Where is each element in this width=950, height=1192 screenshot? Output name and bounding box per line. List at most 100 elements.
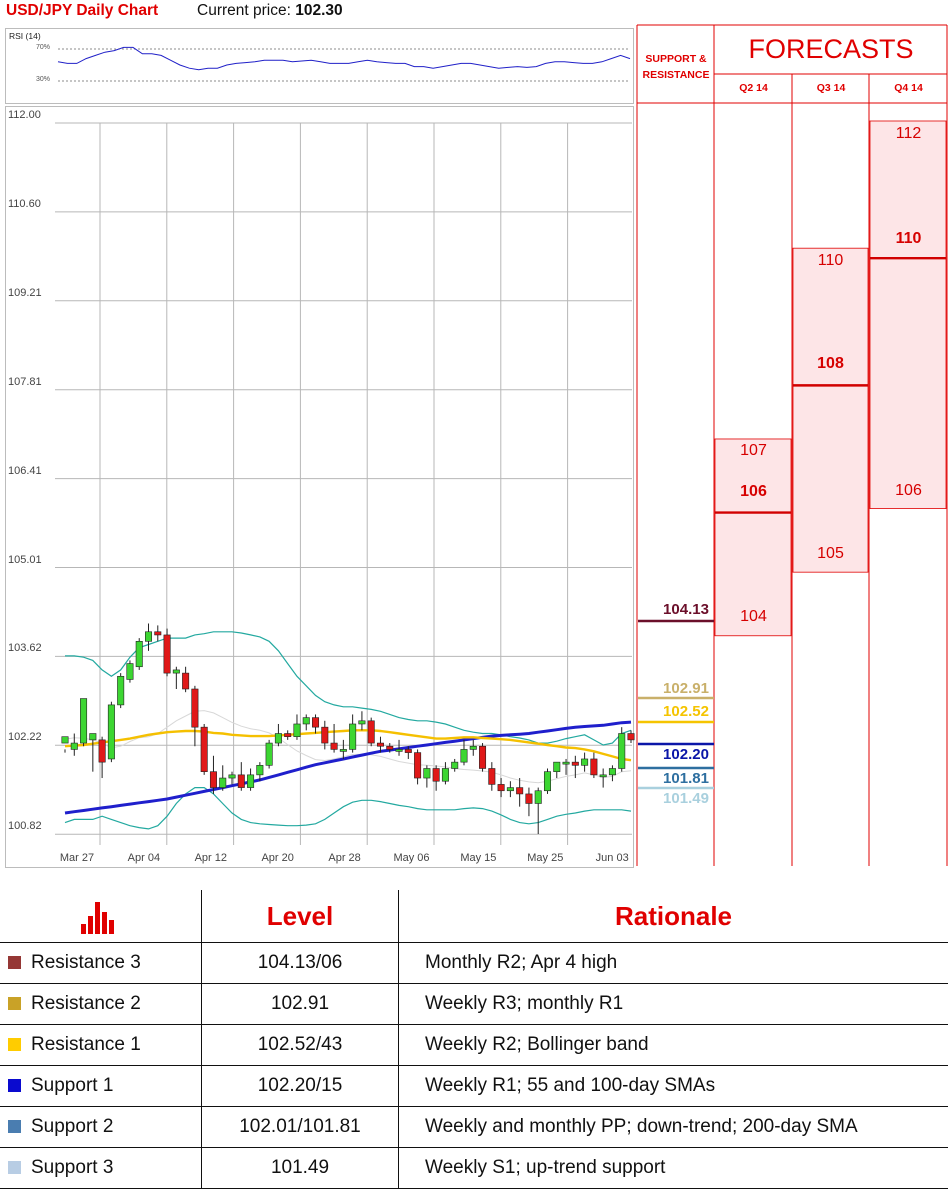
level-resistance-3: 104.13 — [663, 601, 709, 618]
q2-mid: 106 — [740, 483, 767, 500]
bollinger-upper-band — [65, 631, 632, 746]
candle-body — [89, 733, 97, 741]
row-rationale: Monthly R2; Apr 4 high — [398, 942, 948, 984]
y-tick-label: 112.00 — [8, 109, 41, 121]
candle-body — [219, 777, 227, 788]
candle-body — [209, 771, 217, 788]
level-color-swatch — [8, 956, 21, 969]
candle-body — [61, 736, 69, 744]
q3-high: 110 — [817, 252, 844, 269]
candle-body — [451, 761, 459, 769]
rsi-line — [57, 46, 631, 71]
row-level: 104.13/06 — [201, 942, 399, 984]
y-tick-label: 109.21 — [8, 286, 42, 299]
row-rationale: Weekly S1; up-trend support — [398, 1147, 948, 1189]
x-tick-label: Mar 27 — [59, 852, 95, 864]
table-row: Support 2 102.01/101.81 Weekly and monthly… — [0, 1106, 948, 1148]
quarter-q4: Q4 14 — [894, 82, 923, 94]
candle-body — [543, 771, 551, 792]
y-tick-label: 106.41 — [8, 464, 42, 477]
rsi-tick-30: 30% — [36, 76, 51, 83]
candle-body — [154, 631, 162, 636]
level-color-swatch — [8, 1120, 21, 1133]
candle-body — [423, 768, 431, 779]
table-header-icon-cell — [0, 890, 202, 943]
candle-body — [339, 749, 347, 752]
row-name-cell: Support 1 — [0, 1065, 202, 1107]
row-level: 102.01/101.81 — [201, 1106, 399, 1148]
candle-body — [247, 774, 255, 788]
candle-body — [479, 745, 487, 769]
y-tick-label: 110.60 — [8, 197, 41, 210]
forecast-range-q3 — [792, 247, 869, 573]
level-color-swatch — [8, 997, 21, 1010]
x-tick-label: Apr 20 — [261, 852, 294, 864]
candle-body — [590, 758, 598, 776]
candle-body — [367, 720, 375, 744]
candle-body — [432, 768, 440, 782]
candle-body — [80, 698, 88, 744]
candle-body — [469, 745, 477, 750]
candle-body — [98, 739, 106, 763]
candle-body — [525, 793, 533, 804]
table-header-rationale: Rationale — [398, 890, 948, 943]
candle-body — [404, 749, 412, 753]
support-resistance-title-line2: RESISTANCE — [642, 69, 710, 81]
x-tick-label: May 06 — [393, 852, 430, 864]
x-tick-label: May 25 — [527, 852, 564, 864]
table-header-level: Level — [201, 890, 399, 943]
candle-body — [191, 688, 199, 728]
row-name: Resistance 3 — [31, 952, 141, 973]
sma-blue-line — [64, 720, 632, 815]
x-tick-label: May 15 — [460, 852, 497, 864]
table-row: Resistance 2 102.91 Weekly R3; monthly R1 — [0, 983, 948, 1025]
candle-body — [618, 733, 626, 769]
candle-body — [293, 723, 301, 737]
row-name-cell: Support 3 — [0, 1147, 202, 1189]
y-tick-label: 102.22 — [8, 731, 42, 744]
x-tick-label: Apr 04 — [127, 852, 161, 864]
candle-body — [237, 774, 245, 788]
candle-body — [172, 669, 180, 674]
candle-body — [274, 733, 282, 744]
candle-body — [358, 720, 366, 725]
candle-body — [256, 765, 264, 776]
table-header-row: Level Rationale — [0, 890, 948, 943]
candle-body — [376, 742, 384, 747]
y-tick-label: 100.82 — [8, 820, 42, 833]
row-name-cell: Resistance 3 — [0, 942, 202, 984]
level-support-3: 101.49 — [663, 790, 709, 807]
level-color-swatch — [8, 1038, 21, 1051]
row-name-cell: Resistance 2 — [0, 983, 202, 1025]
row-rationale: Weekly R3; monthly R1 — [398, 983, 948, 1025]
table-row: Support 1 102.20/15 Weekly R1; 55 and 100-… — [0, 1065, 948, 1107]
candle-body — [126, 663, 134, 680]
candle-body — [117, 675, 125, 706]
rsi-label: RSI (14) — [9, 31, 41, 41]
row-name-cell: Resistance 1 — [0, 1024, 202, 1066]
candle-body — [608, 768, 616, 776]
candle-body — [321, 726, 329, 744]
row-name: Support 2 — [31, 1116, 114, 1137]
x-tick-label: Apr 12 — [194, 852, 227, 864]
candle-body — [200, 726, 208, 772]
level-support-2: 101.81 — [663, 770, 709, 787]
rsi-tick-70: 70% — [36, 44, 51, 51]
candle-body — [627, 733, 635, 741]
bollinger-lower-band — [64, 787, 632, 830]
row-name: Support 3 — [31, 1157, 114, 1178]
price-panel — [5, 106, 634, 868]
y-tick-label: 103.62 — [8, 642, 42, 655]
y-tick-label: 105.01 — [8, 553, 42, 566]
rsi-panel: RSI (14) 70% 30% — [5, 28, 634, 104]
q4-high: 112 — [895, 125, 922, 142]
level-color-swatch — [8, 1161, 21, 1174]
candle-body — [265, 742, 273, 766]
row-rationale: Weekly R2; Bollinger band — [398, 1024, 948, 1066]
current-price-value: 102.30 — [295, 2, 343, 19]
q2-high: 107 — [740, 442, 767, 459]
level-resistance-2: 102.91 — [663, 680, 709, 697]
candle-body — [284, 733, 292, 737]
row-rationale: Weekly and monthly PP; down-trend; 200-d… — [398, 1106, 948, 1148]
row-level: 102.20/15 — [201, 1065, 399, 1107]
